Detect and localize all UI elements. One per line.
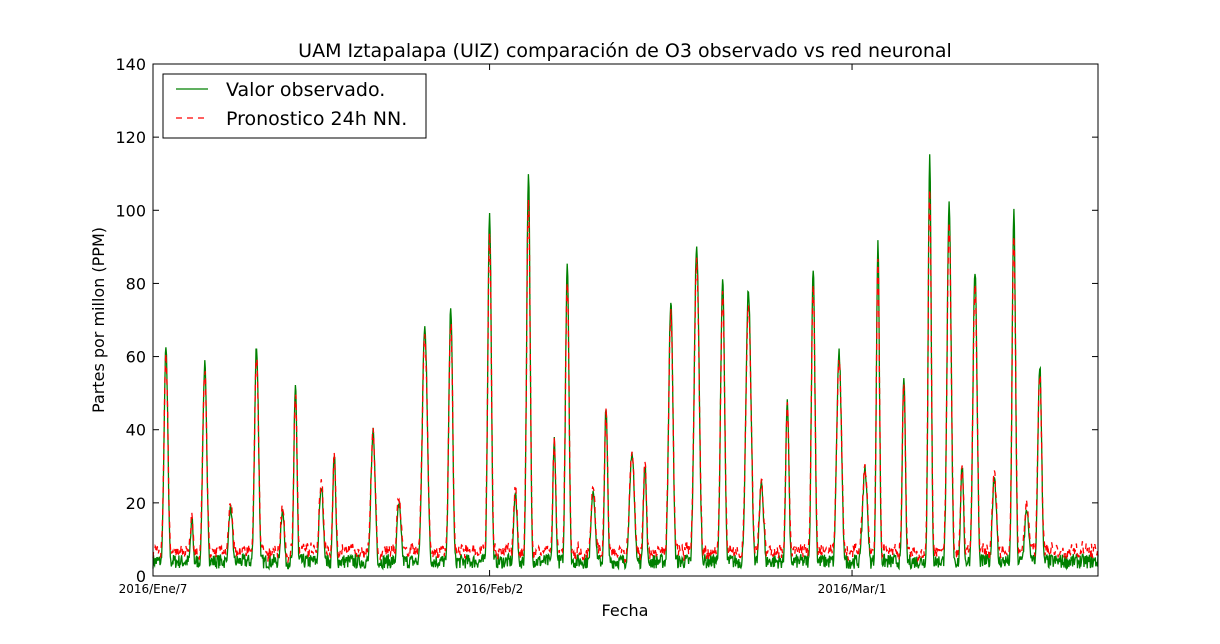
legend-forecast-label: Pronostico 24h NN. [226,108,407,130]
y-axis-label: Partes por millon (PPM) [89,227,108,413]
x-tick-label: 2016/Mar/1 [818,582,887,596]
x-tick-label: 2016/Ene/7 [119,582,188,596]
y-tick-label: 40 [126,421,146,440]
chart-title: UAM Iztapalapa (UIZ) comparación de O3 o… [298,40,952,62]
axes: 0 20 40 60 80 100 120 140 2016/Ene/7 2016/Feb/2 20… [115,55,1098,596]
y-tick-label: 140 [115,55,146,74]
legend-box [162,73,427,139]
plot-area [152,154,1099,571]
y-tick-label: 0 [136,567,146,586]
y-tick-label: 100 [115,201,146,220]
y-tick-label: 80 [126,274,146,293]
legend: Valor observado. Pronostico 24h NN. [162,73,427,139]
series-line-forecast [152,189,1099,563]
legend-observed-label: Valor observado. [226,79,385,101]
y-tick-label: 20 [126,494,146,513]
x-tick-label: 2016/Feb/2 [456,582,524,596]
y-tick-label: 120 [115,128,146,147]
series-line-observed [152,154,1099,571]
y-tick-label: 60 [126,348,146,367]
plot-frame [152,63,1099,577]
x-axis-label: Fecha [602,601,649,620]
